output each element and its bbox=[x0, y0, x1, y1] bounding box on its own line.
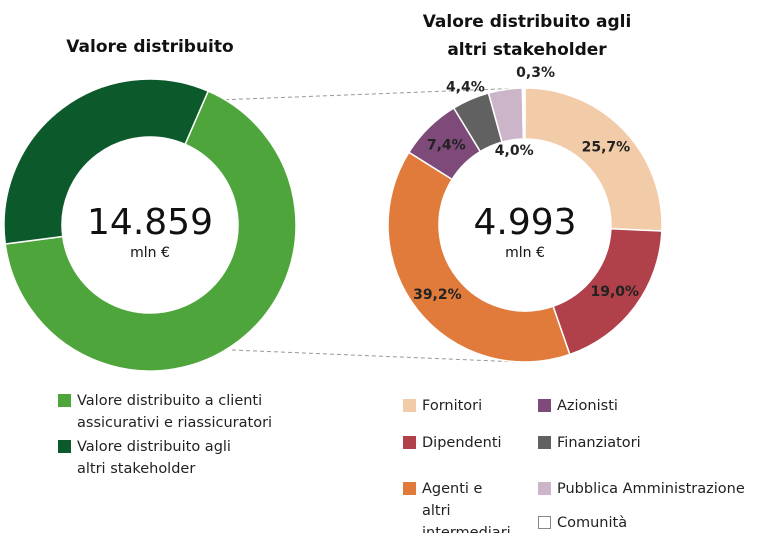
data-label: 39,2% bbox=[413, 287, 462, 303]
legend-label: Finanziatori bbox=[557, 435, 641, 451]
donut-segment bbox=[387, 151, 571, 363]
center-value: 14.859 bbox=[87, 202, 213, 243]
donut-segment bbox=[4, 90, 297, 372]
legend-item: Comunità bbox=[538, 512, 738, 533]
data-label: 7,4% bbox=[427, 137, 466, 153]
donut-segment bbox=[521, 87, 526, 140]
legend-item: Fornitori bbox=[403, 395, 523, 417]
legend-swatch bbox=[538, 516, 551, 529]
legend-swatch bbox=[403, 399, 416, 412]
legend-swatch bbox=[538, 436, 551, 449]
legend-swatch bbox=[58, 440, 71, 453]
chart-title: Valore distribuito bbox=[66, 37, 234, 57]
data-label: 4,0% bbox=[495, 143, 534, 159]
data-label: 0,3% bbox=[516, 65, 555, 81]
legend-swatch bbox=[538, 399, 551, 412]
legend-label: Pubblica Amministrazione bbox=[557, 481, 745, 497]
legend-item: Valore distribuito agli altri stakeholde… bbox=[58, 436, 258, 480]
connector bbox=[217, 87, 526, 101]
legend-label: Fornitori bbox=[422, 398, 483, 414]
data-label: 4,4% bbox=[446, 79, 485, 95]
center-unit: mln € bbox=[130, 245, 170, 261]
center: 4.993 mln € bbox=[455, 203, 595, 263]
legend-swatch bbox=[538, 482, 551, 495]
legend-item: Valore distribuito a clienti assicurativ… bbox=[58, 390, 298, 434]
legend-label: Valore distribuito a clienti assicurativ… bbox=[77, 393, 273, 431]
legend-swatch bbox=[403, 482, 416, 495]
legend-label: Dipendenti bbox=[422, 435, 502, 451]
legend-label: Azionisti bbox=[557, 398, 618, 414]
center-unit: mln € bbox=[505, 245, 545, 261]
legend-swatch bbox=[403, 436, 416, 449]
legend-item: Pubblica Amministrazione bbox=[538, 478, 762, 500]
legend-item: Dipendenti bbox=[403, 432, 523, 454]
data-label: 19,0% bbox=[590, 284, 639, 300]
legend-item: Finanziatori bbox=[538, 432, 738, 454]
legend-label: Valore distribuito agli altri stakeholde… bbox=[77, 439, 231, 477]
legend-item: Azionisti bbox=[538, 395, 738, 417]
legend-label: Agenti e altri intermediari bbox=[422, 481, 511, 533]
center: 14.859 mln € bbox=[80, 203, 220, 263]
center-value: 4.993 bbox=[473, 202, 577, 243]
legend-label: Comunità bbox=[557, 515, 628, 531]
legend-swatch bbox=[58, 394, 71, 407]
chart-title: Valore distribuito agli altri stakeholde… bbox=[422, 12, 632, 60]
data-label: 25,7% bbox=[582, 140, 631, 156]
connector bbox=[231, 349, 521, 363]
donut-segment bbox=[524, 87, 663, 232]
legend-item: Agenti e altri intermediari bbox=[403, 478, 513, 533]
donut-segment bbox=[3, 78, 210, 245]
